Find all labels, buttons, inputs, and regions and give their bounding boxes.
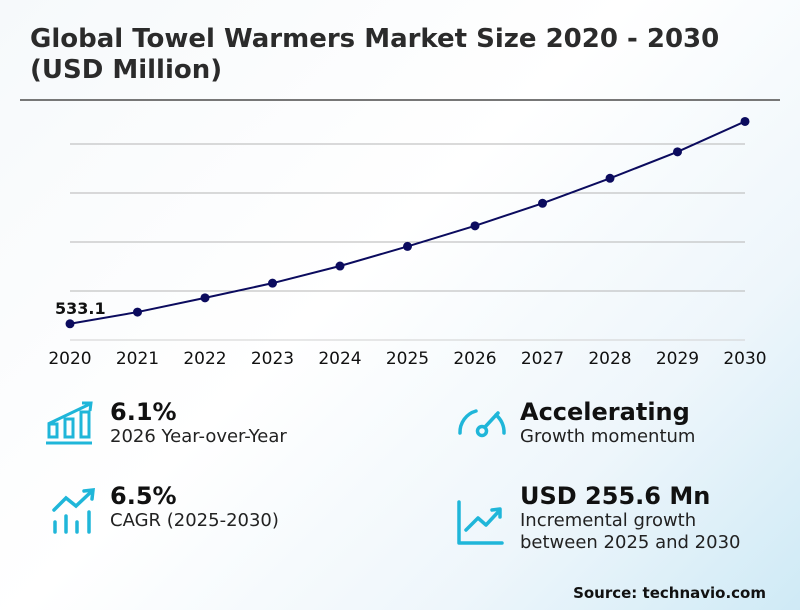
kpi-label-line-1: Incremental growth [520,510,697,531]
line-chart-up-icon [457,500,504,545]
data-point [65,319,75,329]
kpi-momentum: Accelerating Growth momentum [520,398,695,448]
data-point [268,278,277,288]
title-divider [20,99,780,101]
data-label: 533.1 [55,299,106,318]
data-point [740,116,750,126]
kpi-yoy: 6.1% 2026 Year-over-Year [110,398,287,448]
kpi-incremental: USD 255.6 Mn Incremental growth between … [520,482,740,554]
kpi-label: 2026 Year-over-Year [110,426,287,447]
x-tick-label: 2025 [386,349,429,369]
chart-title: Global Towel Warmers Market Size 2020 - … [30,24,719,86]
x-tick-label: 2029 [656,349,699,369]
line-chart: 2020 2021 2022 2023 2024 2025 2026 2027 2028 2029… [48,116,767,369]
x-tick-label: 2028 [588,349,631,369]
x-tick-label: 2023 [251,349,294,369]
x-tick-label: 2027 [521,349,564,369]
data-point [133,307,142,317]
data-point [403,241,412,251]
kpi-label: Growth momentum [520,426,696,447]
x-tick-label: 2024 [318,349,361,369]
data-point [538,198,547,208]
title-line-1: Global Towel Warmers Market Size 2020 - … [30,24,720,54]
data-point [605,173,615,183]
data-point [470,221,480,231]
kpi-value: 6.5% [110,482,177,510]
x-tick-label: 2021 [116,349,159,369]
x-tick-label: 2026 [453,349,496,369]
x-tick-label: 2030 [723,349,766,369]
kpi-value: USD 255.6 Mn [520,482,711,510]
kpi-value: Accelerating [520,398,690,426]
kpi-label: CAGR (2025-2030) [110,510,279,531]
kpi-cagr: 6.5% CAGR (2025-2030) [110,482,279,532]
trend-up-bars-icon [52,488,95,534]
kpi-label-line-2: between 2025 and 2030 [520,532,741,553]
title-line-2: (USD Million) [30,55,223,85]
data-point [200,293,210,303]
bar-chart-growth-icon [46,401,93,445]
x-tick-label: 2020 [48,349,91,369]
kpi-value: 6.1% [110,398,177,426]
source-text: Source: technavio.com [573,584,766,602]
speedometer-icon [458,409,506,438]
x-tick-label: 2022 [183,349,226,369]
series-line [69,120,746,325]
data-point [335,261,345,271]
data-point [673,147,682,157]
